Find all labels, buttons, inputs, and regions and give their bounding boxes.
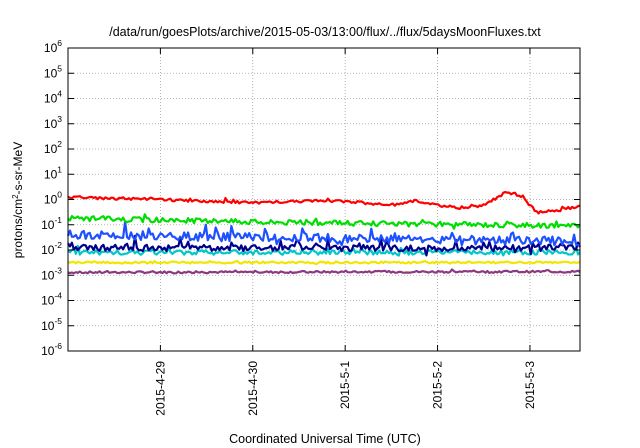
y-tick-label: 105 xyxy=(44,63,62,80)
y-tick-label-base: 10 xyxy=(41,344,55,358)
y-tick-label-exp: 3 xyxy=(57,114,62,124)
y-tick-label-base: 10 xyxy=(44,142,58,156)
y-tick-label-base: 10 xyxy=(44,167,58,181)
y-tick-label-exp: -3 xyxy=(54,265,62,275)
y-tick-label: 10-1 xyxy=(41,215,62,232)
chart-title: /data/run/goesPlots/archive/2015-05-03/1… xyxy=(109,25,541,39)
y-tick-label: 103 xyxy=(44,114,62,131)
y-axis-label-sup: 2 xyxy=(11,194,20,199)
y-axis-label: protons/cm2-s-sr-MeV xyxy=(11,142,26,258)
series-line xyxy=(67,244,581,257)
y-tick-label-exp: 6 xyxy=(57,38,62,48)
y-tick-label: 10-3 xyxy=(41,265,62,282)
y-tick-label-exp: 1 xyxy=(57,164,62,174)
series-layer xyxy=(66,190,582,275)
y-tick-label-exp: -4 xyxy=(54,291,62,301)
y-tick-label-exp: -6 xyxy=(54,341,62,351)
x-tick-label: 2015-4-30 xyxy=(246,361,260,416)
y-tick-label-exp: -1 xyxy=(54,215,62,225)
y-tick-label-exp: -5 xyxy=(54,316,62,326)
x-axis-label: Coordinated Universal Time (UTC) xyxy=(229,432,421,446)
y-tick-label-base: 10 xyxy=(44,117,58,131)
y-tick-label-exp: 2 xyxy=(57,139,62,149)
y-tick-label: 10-2 xyxy=(41,240,62,257)
y-tick-label-exp: -2 xyxy=(54,240,62,250)
x-tick-label: 2015-5-3 xyxy=(523,361,537,409)
y-tick-label: 101 xyxy=(44,164,62,181)
y-tick-label-base: 10 xyxy=(44,41,58,55)
y-tick-label-base: 10 xyxy=(41,243,55,257)
y-tick-label-exp: 4 xyxy=(57,89,62,99)
series-line xyxy=(67,213,581,230)
y-tick-label-base: 10 xyxy=(41,218,55,232)
x-tick-label: 2015-4-29 xyxy=(153,361,167,416)
y-tick-label: 106 xyxy=(44,38,62,55)
y-tick-label-base: 10 xyxy=(44,193,58,207)
y-axis-label-prefix: protons/cm xyxy=(11,199,25,258)
y-tick-label: 104 xyxy=(44,89,62,106)
y-tick-label-base: 10 xyxy=(41,319,55,333)
axis-ticks xyxy=(68,47,580,352)
y-tick-label-base: 10 xyxy=(41,268,55,282)
y-tick-label: 102 xyxy=(44,139,62,156)
x-axis-tick-labels: 2015-4-29 2015-4-30 2015-5-1 2015-5-2 2015-5… xyxy=(153,361,537,416)
y-tick-label-base: 10 xyxy=(44,66,58,80)
y-axis-tick-labels: 10-610-510-410-310-210-11001011021031041… xyxy=(41,38,62,358)
y-tick-label-exp: 0 xyxy=(57,190,62,200)
series-line xyxy=(67,234,582,257)
y-tick-label-base: 10 xyxy=(41,294,55,308)
x-tick-label: 2015-5-1 xyxy=(338,361,352,409)
series-line xyxy=(67,259,581,266)
y-axis-label-suffix: -s-sr-MeV xyxy=(11,142,25,195)
series-line xyxy=(67,268,581,275)
y-tick-label: 100 xyxy=(44,190,62,207)
y-tick-label: 10-4 xyxy=(41,291,62,308)
series-line xyxy=(67,190,581,215)
y-tick-label: 10-6 xyxy=(41,341,62,358)
series-line xyxy=(66,220,581,247)
y-tick-label-exp: 5 xyxy=(57,63,62,73)
x-tick-label: 2015-5-2 xyxy=(431,361,445,409)
y-tick-label: 10-5 xyxy=(41,316,62,333)
y-tick-label-base: 10 xyxy=(44,92,58,106)
